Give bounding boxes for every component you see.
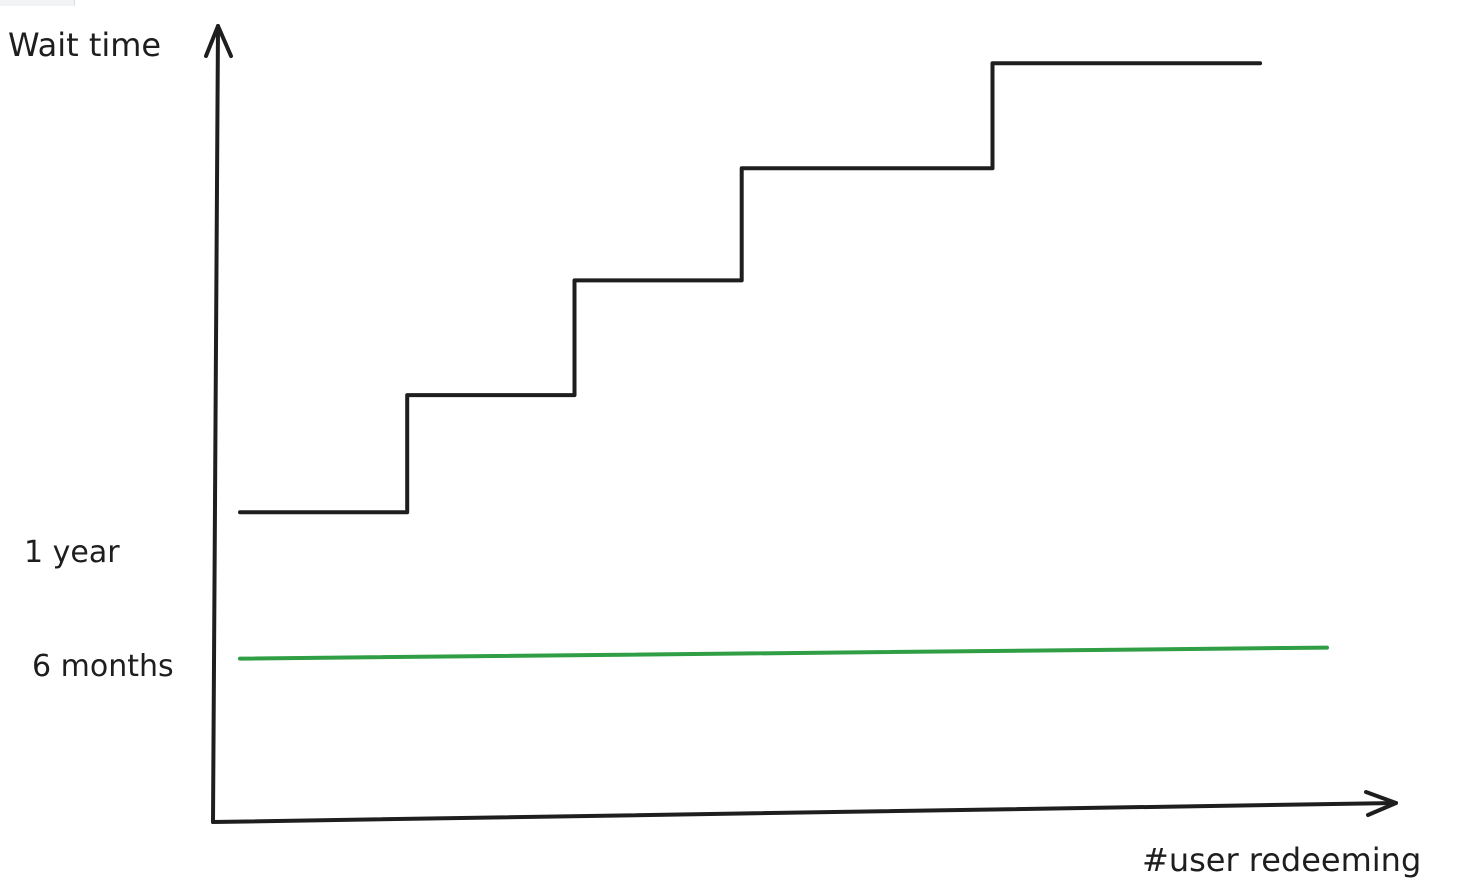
y-axis-arrowhead — [204, 24, 233, 58]
axes — [204, 24, 1398, 824]
x-axis-line — [211, 801, 1398, 824]
x-axis-label: #user redeeming — [1142, 841, 1421, 879]
series-flat-line — [238, 645, 1329, 661]
series-step-line — [238, 61, 1263, 515]
y-tick-label-1-year: 1 year — [24, 535, 120, 570]
x-axis-arrowhead — [1364, 790, 1398, 817]
y-tick-label-6-months: 6 months — [32, 649, 174, 684]
corner-tab — [0, 0, 75, 6]
y-axis-line — [211, 24, 220, 824]
y-axis-label: Wait time — [8, 26, 161, 64]
